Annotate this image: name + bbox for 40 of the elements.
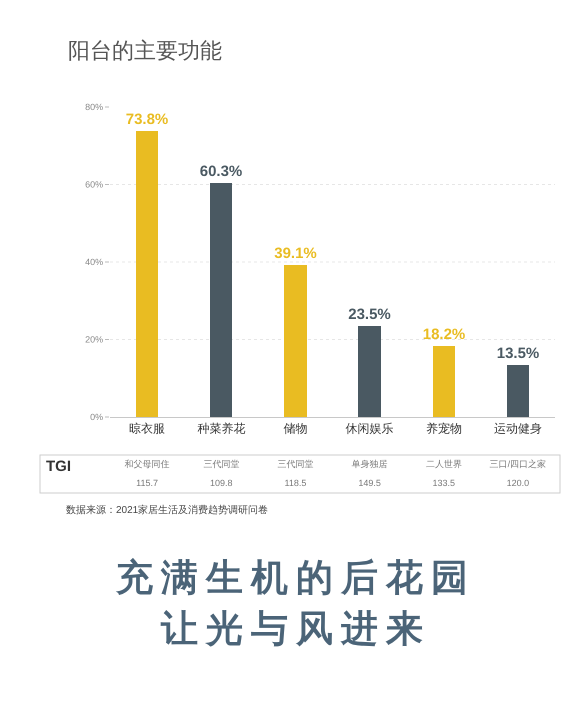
- bar: [284, 265, 307, 417]
- source-note: 数据来源：2021家居生活及消费趋势调研问卷: [66, 504, 268, 516]
- category-label: 二人世界: [426, 458, 462, 469]
- data-label: 73.8%: [126, 111, 168, 128]
- data-label: 18.2%: [422, 326, 466, 343]
- data-label: 60.3%: [200, 163, 242, 180]
- category-label: 和父母同住: [124, 458, 170, 469]
- x-tick-label: 种菜养花: [197, 421, 246, 436]
- x-tick-label: 养宠物: [426, 421, 462, 436]
- y-tick-label: 60%: [85, 180, 104, 190]
- bar: [507, 365, 529, 417]
- y-tick-label: 40%: [85, 257, 104, 268]
- data-label: 120.0: [506, 478, 530, 488]
- chart-title: 阳台的主要功能: [68, 38, 222, 63]
- category-label: 三代同堂: [203, 458, 240, 469]
- data-label: 109.8: [210, 478, 233, 488]
- data-label: 13.5%: [496, 345, 540, 362]
- category-label: 三代同堂: [277, 458, 314, 469]
- data-label: 133.5: [432, 478, 456, 488]
- x-tick-label: 运动健身: [494, 421, 542, 436]
- x-tick-label: 休闲娱乐: [346, 421, 394, 436]
- text: TGI: [46, 458, 71, 475]
- data-label: 23.5%: [348, 306, 391, 323]
- text: 充满生机的后花园: [115, 557, 476, 598]
- bar: [433, 346, 455, 417]
- bar: [210, 183, 232, 417]
- bar: [358, 326, 381, 417]
- text: 让光与风进来: [160, 608, 431, 649]
- y-tick-label: 0%: [90, 412, 104, 422]
- y-tick-label: 80%: [85, 102, 104, 112]
- x-tick-label: 晾衣服: [129, 421, 166, 436]
- y-tick-label: 20%: [85, 334, 104, 345]
- category-label: 单身独居: [352, 458, 388, 469]
- data-label: 115.7: [136, 478, 158, 488]
- data-label: 118.5: [284, 478, 306, 488]
- data-label: 149.5: [358, 478, 381, 488]
- bar: [136, 131, 158, 417]
- x-tick-label: 储物: [283, 421, 308, 436]
- category-label: 三口/四口之家: [490, 458, 546, 469]
- data-label: 39.1%: [274, 245, 317, 262]
